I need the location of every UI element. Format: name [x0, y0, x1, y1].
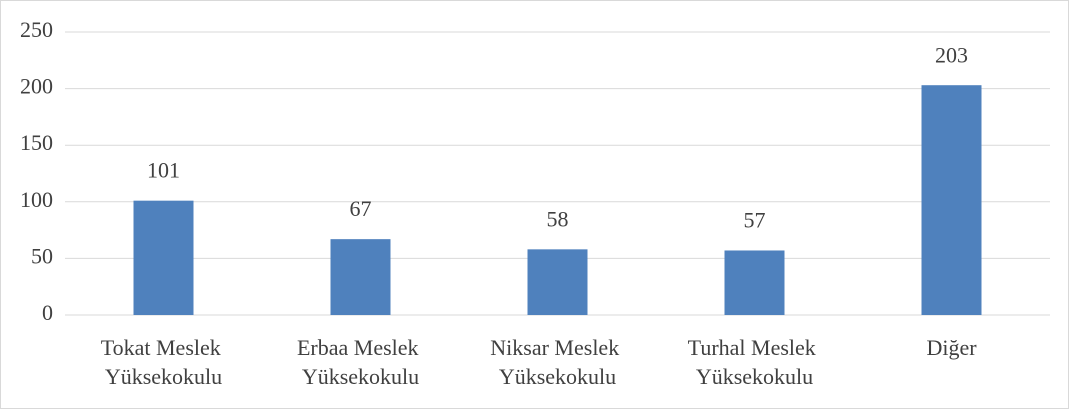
bar — [724, 250, 785, 315]
y-tick-label: 250 — [20, 17, 53, 42]
data-label: 58 — [547, 206, 569, 231]
data-label: 57 — [744, 208, 766, 233]
x-tick-label: Erbaa Meslek Yüksekokulu — [297, 335, 424, 389]
x-tick-label: Diğer — [926, 335, 977, 360]
y-tick-label: 0 — [42, 300, 53, 325]
y-tick-label: 150 — [20, 130, 53, 155]
data-label: 203 — [935, 42, 968, 67]
bar — [330, 239, 391, 315]
data-label: 101 — [147, 158, 180, 183]
bar — [921, 85, 982, 315]
bar — [133, 200, 194, 315]
y-tick-label: 100 — [20, 187, 53, 212]
y-tick-label: 50 — [31, 243, 53, 268]
bar — [527, 249, 588, 315]
x-tick-label: Turhal Meslek Yüksekokulu — [688, 335, 822, 389]
x-tick-label: Tokat Meslek Yüksekokulu — [101, 335, 227, 389]
x-tick-label: Niksar Meslek Yüksekokulu — [490, 335, 624, 389]
data-label: 67 — [350, 196, 372, 221]
y-tick-label: 200 — [20, 74, 53, 99]
